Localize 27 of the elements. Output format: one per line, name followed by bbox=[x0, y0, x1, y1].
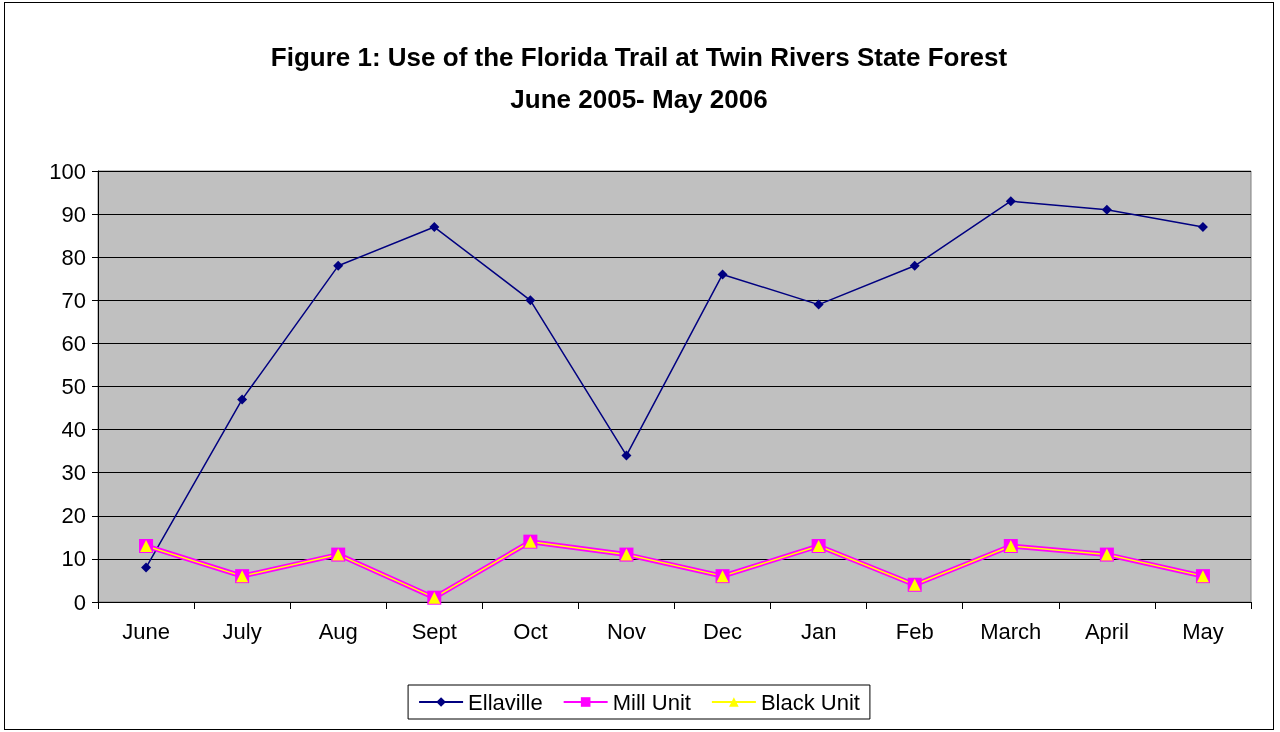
y-tick-label: 60 bbox=[61, 330, 86, 356]
x-tick-label: Oct bbox=[513, 618, 548, 644]
y-tick-label: 50 bbox=[61, 374, 86, 399]
y-tick-label: 90 bbox=[61, 201, 86, 227]
y-tick-label: 30 bbox=[61, 460, 86, 486]
x-tick-label: Feb bbox=[895, 618, 934, 644]
x-tick-label: April bbox=[1084, 618, 1129, 644]
legend-label: Ellaville bbox=[468, 689, 543, 715]
legend-label: Black Unit bbox=[760, 689, 860, 715]
y-tick-label: 100 bbox=[49, 158, 86, 184]
y-tick-label: 10 bbox=[61, 546, 86, 572]
y-tick-label: 70 bbox=[61, 287, 86, 313]
y-tick-label: 0 bbox=[73, 589, 86, 615]
legend-label: Mill Unit bbox=[612, 689, 691, 715]
x-tick-label: May bbox=[1182, 618, 1224, 644]
y-tick-label: 80 bbox=[61, 244, 86, 270]
y-tick-label: 20 bbox=[61, 503, 86, 529]
x-tick-label: June bbox=[122, 618, 170, 644]
y-tick-label: 40 bbox=[61, 417, 86, 443]
x-tick-label: Nov bbox=[606, 618, 647, 644]
x-tick-label: March bbox=[980, 618, 1042, 644]
x-tick-label: Aug bbox=[318, 618, 358, 644]
x-tick-label: Jan bbox=[800, 618, 837, 644]
chart-title: Figure 1: Use of the Florida Trail at Twin Rivers State Forest June 2005- May 2006 bbox=[270, 42, 1008, 114]
x-tick-label: July bbox=[222, 618, 262, 644]
x-tick-label: Dec bbox=[702, 618, 743, 644]
x-tick-label: Sept bbox=[411, 618, 457, 644]
